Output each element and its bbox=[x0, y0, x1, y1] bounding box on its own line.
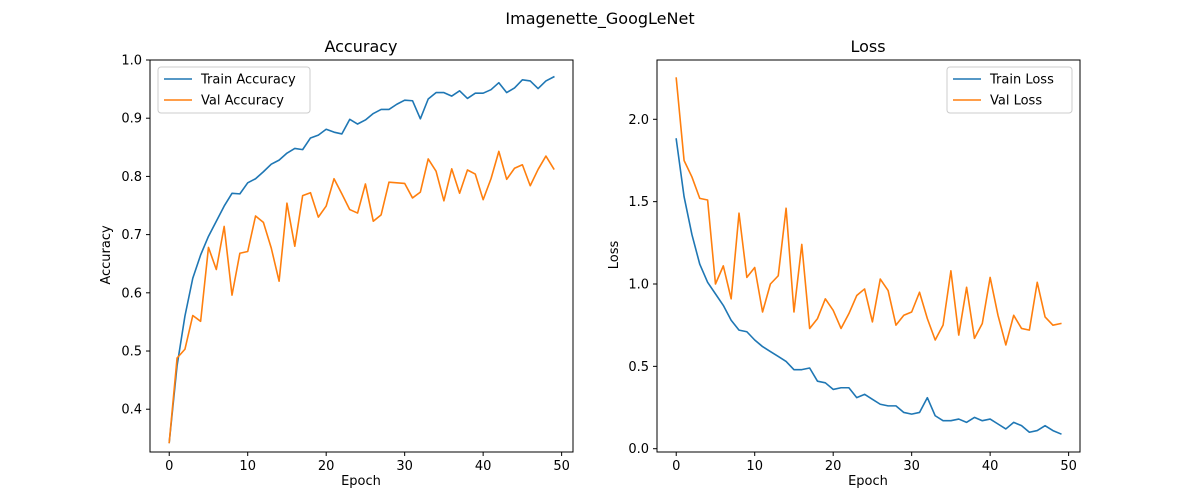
accuracy-chart-ytick-label: 0.6 bbox=[121, 286, 142, 301]
accuracy-chart-xtick-label: 20 bbox=[318, 459, 335, 474]
loss-chart-plot-frame bbox=[656, 59, 1081, 453]
loss-chart-xtick-label: 40 bbox=[982, 459, 999, 474]
accuracy-chart-ytick-label: 0.7 bbox=[121, 228, 142, 243]
accuracy-chart-xtick-label: 50 bbox=[553, 459, 570, 474]
loss-chart-xtick-label: 30 bbox=[903, 459, 920, 474]
loss-chart-xtick-label: 50 bbox=[1060, 459, 1077, 474]
accuracy-chart-plot-frame bbox=[149, 59, 574, 453]
accuracy-chart-xtick-label: 10 bbox=[239, 459, 256, 474]
loss-chart-series-val-loss bbox=[675, 77, 1062, 346]
accuracy-chart-ytick-label: 0.5 bbox=[121, 345, 142, 360]
loss-chart-ytick-label: 0.0 bbox=[628, 442, 649, 457]
loss-chart: Loss Epoch Loss 0 10 20 30 40 50 0.0 0.5 1.0 1.5 2… bbox=[607, 37, 1081, 489]
loss-chart-ytick-label: 2.0 bbox=[628, 113, 649, 128]
accuracy-chart-series-val-accuracy bbox=[168, 150, 555, 444]
accuracy-chart-legend-label-train-accuracy: Train Accuracy bbox=[200, 73, 296, 88]
loss-chart-ylabel: Loss bbox=[607, 241, 622, 270]
loss-chart-legend: Train Loss Val Loss bbox=[946, 66, 1073, 114]
loss-chart-legend-label-val-loss: Val Loss bbox=[990, 94, 1042, 109]
accuracy-chart-ylabel: Accuracy bbox=[99, 225, 114, 285]
accuracy-chart-ytick-label: 0.4 bbox=[121, 403, 142, 418]
loss-chart-ytick-label: 0.5 bbox=[628, 360, 649, 375]
accuracy-chart-legend-box bbox=[157, 66, 311, 114]
loss-chart-title: Loss bbox=[850, 37, 885, 56]
loss-chart-ytick-label: 1.5 bbox=[628, 195, 649, 210]
accuracy-chart-xtick-label: 30 bbox=[396, 459, 413, 474]
accuracy-chart-xtick-label: 40 bbox=[475, 459, 492, 474]
accuracy-chart-title: Accuracy bbox=[324, 37, 397, 56]
accuracy-chart-series-train-accuracy bbox=[168, 75, 555, 444]
loss-chart-xtick-label: 0 bbox=[672, 459, 680, 474]
loss-chart-xlabel: Epoch bbox=[848, 474, 888, 489]
loss-chart-legend-label-train-loss: Train Loss bbox=[989, 73, 1054, 88]
accuracy-chart-ytick-label: 1.0 bbox=[121, 54, 142, 69]
accuracy-chart-legend-label-val-accuracy: Val Accuracy bbox=[201, 94, 284, 109]
loss-chart-ytick-label: 1.0 bbox=[628, 278, 649, 293]
loss-chart-xtick-label: 10 bbox=[746, 459, 763, 474]
accuracy-chart-ytick-label: 0.8 bbox=[121, 170, 142, 185]
accuracy-chart-xtick-label: 0 bbox=[165, 459, 173, 474]
accuracy-chart-legend: Train Accuracy Val Accuracy bbox=[157, 66, 311, 114]
accuracy-chart-ytick-label: 0.9 bbox=[121, 112, 142, 127]
figure-suptitle: Imagenette_GoogLeNet bbox=[505, 9, 694, 29]
accuracy-chart-xlabel: Epoch bbox=[341, 474, 381, 489]
accuracy-chart: Accuracy Epoch Accuracy 0 10 20 30 40 50 0.4 0.… bbox=[99, 37, 574, 489]
loss-chart-xtick-label: 20 bbox=[825, 459, 842, 474]
loss-chart-series-train-loss bbox=[675, 138, 1062, 435]
